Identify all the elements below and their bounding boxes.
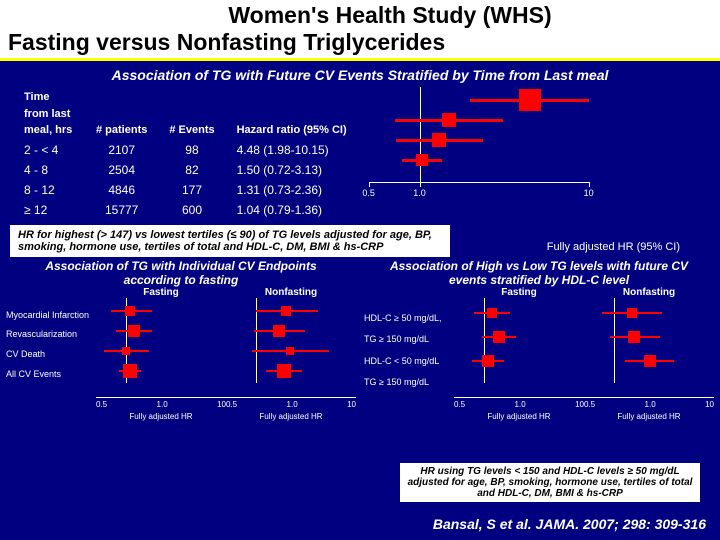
panel-left-title: Association of TG with Individual CV End… xyxy=(6,259,356,287)
hr-footnote-2: HR using TG levels < 150 and HDL-C level… xyxy=(400,463,700,502)
hr-footnote: HR for highest (> 147) vs lowest tertile… xyxy=(10,225,450,257)
panel-left-labels: Myocardial InfarctionRevascularizationCV… xyxy=(6,298,96,398)
main-title: Women's Health Study (WHS) xyxy=(8,2,712,29)
panel-left-sub-nonfasting: Nonfasting xyxy=(226,287,356,298)
panel-left-sub-fasting: Fasting xyxy=(96,287,226,298)
title-block: Women's Health Study (WHS) Fasting versu… xyxy=(0,0,720,61)
th-events: # Events xyxy=(159,89,224,139)
mini-forest-fasting-left: 0.51.010Fully adjusted HR xyxy=(96,298,226,398)
th-time: Time from last meal, hrs xyxy=(14,89,84,139)
panel-right-labels: HDL-C ≥ 50 mg/dL, TG ≥ 150 mg/dLHDL-C < … xyxy=(364,298,454,398)
panel-right-sub-nonfasting: Nonfasting xyxy=(584,287,714,298)
mini-forest-nonfasting-right: 0.51.010Fully adjusted HR xyxy=(584,298,714,398)
panel-right-sub-fasting: Fasting xyxy=(454,287,584,298)
sub-title: Fasting versus Nonfasting Triglycerides xyxy=(8,29,712,56)
mini-forest-fasting-right: 0.51.010Fully adjusted HR xyxy=(454,298,584,398)
association-header: Association of TG with Future CV Events … xyxy=(0,67,720,83)
top-section: Time from last meal, hrs # patients # Ev… xyxy=(0,87,720,221)
bottom-section: Association of TG with Individual CV End… xyxy=(0,259,720,398)
mini-forest-nonfasting-left: 0.51.010Fully adjusted HR xyxy=(226,298,356,398)
th-hr: Hazard ratio (95% CI) xyxy=(227,89,357,139)
forest-plot-main: 0.51.010 xyxy=(369,87,708,197)
panel-left: Association of TG with Individual CV End… xyxy=(6,259,356,398)
panel-right: Association of High vs Low TG levels wit… xyxy=(364,259,714,398)
panel-right-title: Association of High vs Low TG levels wit… xyxy=(364,259,714,287)
citation: Bansal, S et al. JAMA. 2007; 298: 309-31… xyxy=(433,516,706,532)
th-patients: # patients xyxy=(86,89,157,139)
tg-table: Time from last meal, hrs # patients # Ev… xyxy=(12,87,359,221)
forest1-axis-label: Fully adjusted HR (95% CI) xyxy=(547,241,680,253)
